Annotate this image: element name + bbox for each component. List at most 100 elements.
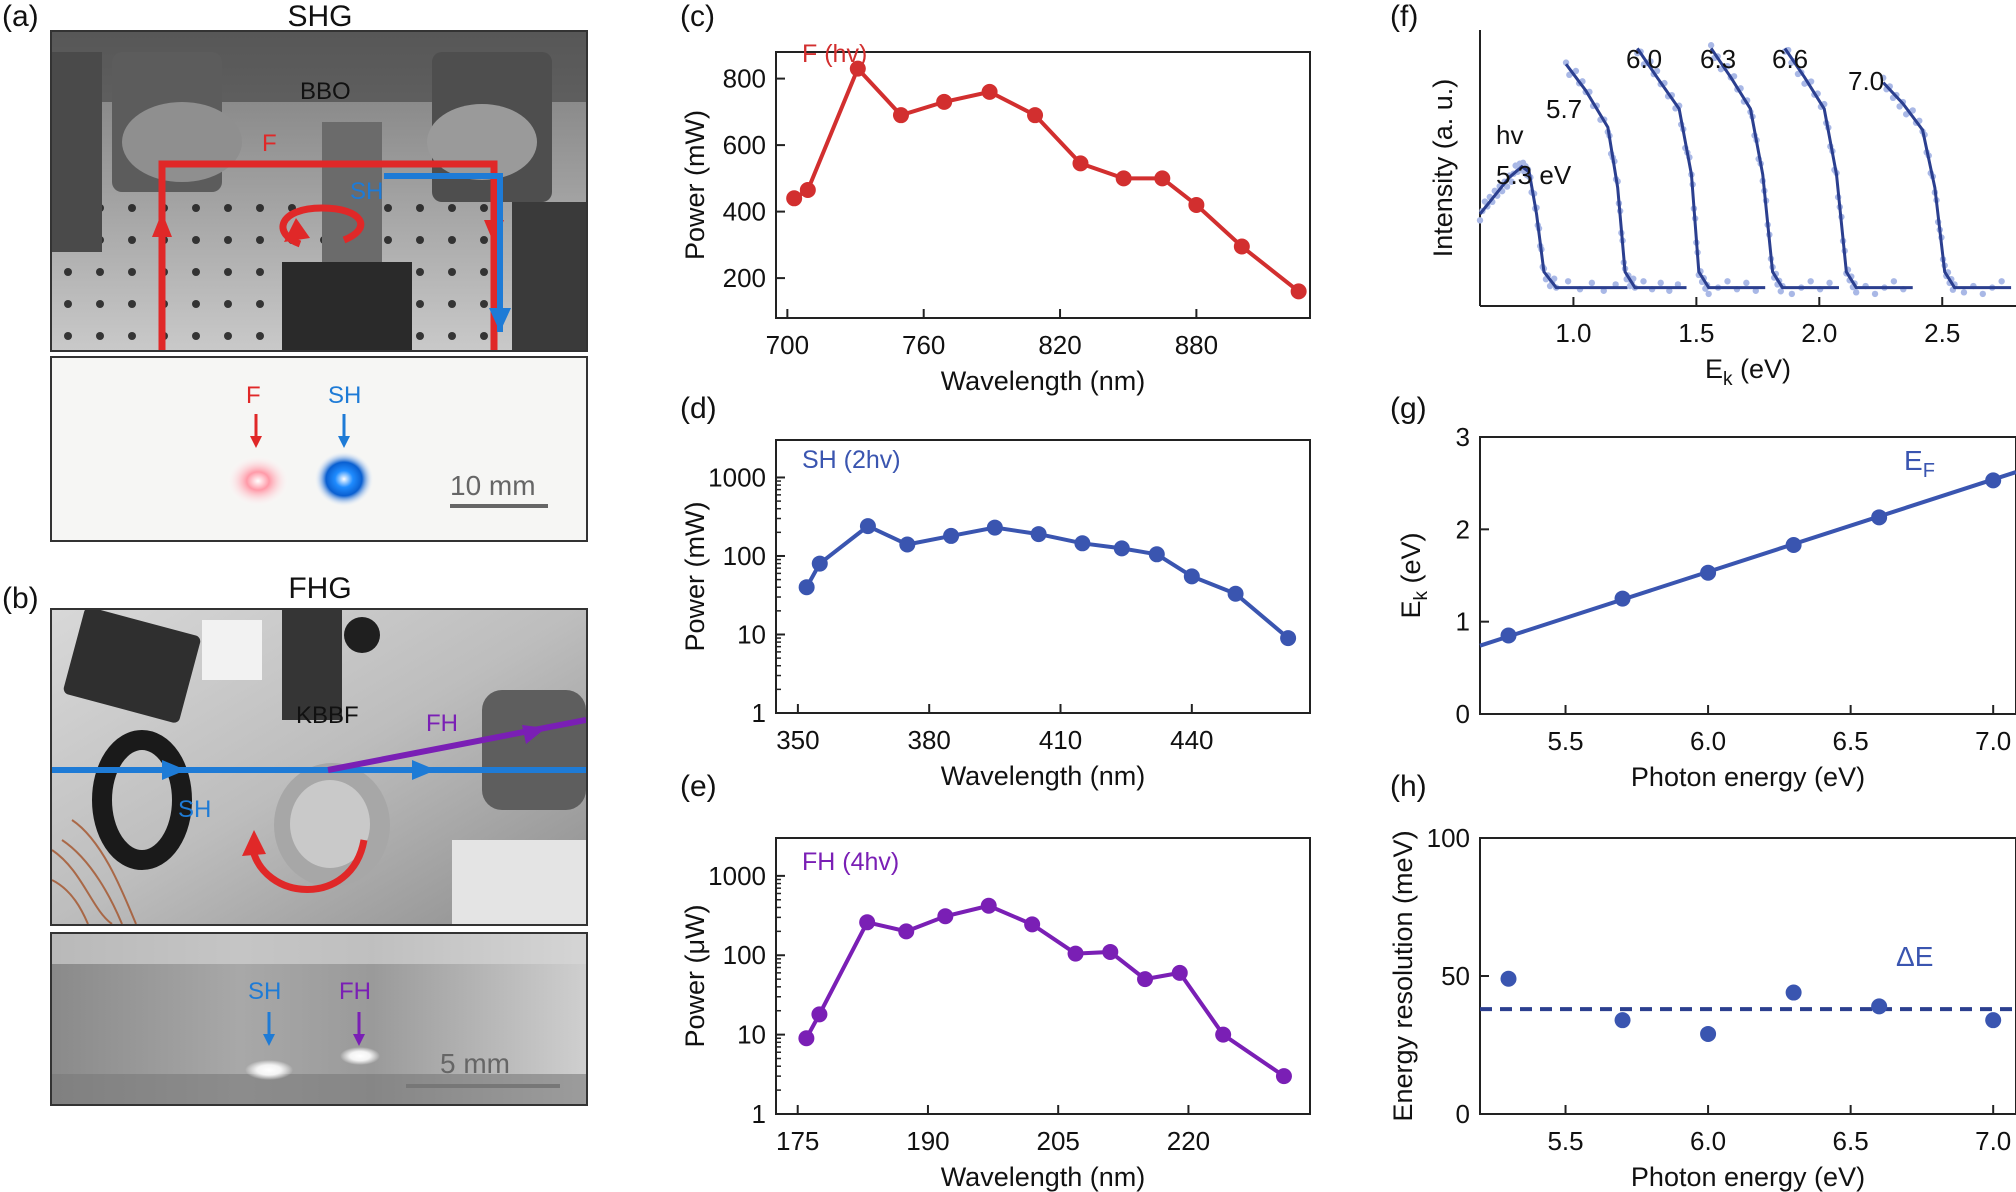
chart-e-xlabel: Wavelength (nm) xyxy=(941,1162,1146,1192)
chart-d-legend: SH (2hv) xyxy=(802,446,901,474)
chart-h-point xyxy=(1785,984,1802,1001)
shg-spots-drawing xyxy=(226,414,548,508)
f-spot-label: F xyxy=(246,382,261,409)
chart-h-point xyxy=(1985,1012,2002,1029)
chart-h-point xyxy=(1614,1012,1631,1029)
chart-d-point xyxy=(1148,546,1165,563)
panel-label-c: (c) xyxy=(680,0,715,33)
fhg-beam-paths xyxy=(52,717,586,893)
chart-c-xtick-label: 760 xyxy=(902,330,945,360)
chart-e-point xyxy=(1215,1026,1232,1043)
chart-e-point xyxy=(1102,943,1119,960)
chart-c-ytick-label: 600 xyxy=(723,130,766,160)
chart-d-point xyxy=(1030,526,1047,543)
chart-g-point xyxy=(1700,564,1717,581)
shg-beam-paths xyxy=(152,160,511,350)
chart-c-xlabel: Wavelength (nm) xyxy=(941,366,1146,396)
chart-d-point xyxy=(943,527,960,544)
chart-d-xtick-label: 410 xyxy=(1039,725,1082,755)
chart-e-point xyxy=(1171,964,1188,981)
chart-c-point xyxy=(981,83,998,100)
chart-g-xtick-label: 6.5 xyxy=(1833,726,1869,756)
shg-beam-f-label: F xyxy=(262,130,277,157)
chart-e-point xyxy=(980,897,997,914)
chart-f-data-dot xyxy=(1508,178,1515,185)
chart-e-ytick-label: 1000 xyxy=(708,861,766,891)
chart-g-point xyxy=(1614,590,1631,607)
chart-f-xtick-label: 1.0 xyxy=(1555,318,1591,348)
chart-g-point xyxy=(1985,472,2002,489)
chart-e-point xyxy=(937,908,954,925)
chart-d-xlabel: Wavelength (nm) xyxy=(941,761,1146,791)
chart-e-ylabel: Power (μW) xyxy=(680,904,710,1047)
chart-c-point xyxy=(1072,155,1089,172)
chart-f-xtick-label: 2.0 xyxy=(1801,318,1837,348)
chart-d-point xyxy=(986,519,1003,536)
chart-g-fit-line xyxy=(1479,470,2016,648)
chart-c-legend: F (hv) xyxy=(802,40,867,68)
panel-label-g: (g) xyxy=(1390,392,1427,425)
chart-c-point xyxy=(799,181,816,198)
panel-label-h: (h) xyxy=(1390,770,1427,803)
fhg-beam-fh-label: FH xyxy=(426,710,458,737)
sh-spot-label: SH xyxy=(328,382,362,409)
chart-f-data-dot xyxy=(1871,290,1879,298)
chart-f-data-dot xyxy=(1743,279,1750,287)
chart-f-data-dot xyxy=(1909,107,1916,114)
chart-e-point xyxy=(811,1006,828,1023)
chart-e-point xyxy=(798,1030,815,1047)
chart-g-point xyxy=(1871,509,1888,526)
chart-c-point xyxy=(892,107,909,124)
chart-f-annotation: 5.3 eV xyxy=(1496,160,1572,190)
panel-label-f: (f) xyxy=(1390,0,1419,33)
chart-f-data-dot xyxy=(1657,279,1664,287)
chart-d-point xyxy=(1280,630,1297,647)
chart-h-xtick-label: 6.0 xyxy=(1690,1126,1726,1156)
fh-spot xyxy=(340,1047,380,1065)
chart-e-point xyxy=(1275,1068,1292,1085)
chart-c-xtick-label: 820 xyxy=(1038,330,1081,360)
chart-d-point xyxy=(1074,535,1091,552)
chart-f-annotation: 6.6 xyxy=(1772,44,1808,74)
chart-g-ytick-label: 2 xyxy=(1456,514,1470,544)
chart-d-point xyxy=(1183,568,1200,585)
chart-d-series-line xyxy=(804,523,1290,640)
chart-f-data-dot xyxy=(1572,67,1580,75)
chart-h-xtick-label: 7.0 xyxy=(1975,1126,2011,1156)
chart-f-data-dot xyxy=(1588,279,1596,287)
chart-d-xtick-label: 350 xyxy=(776,725,819,755)
chart-c-xtick-label: 880 xyxy=(1175,330,1218,360)
panel-label-a: (a) xyxy=(2,0,39,33)
chart-g-point xyxy=(1500,627,1517,644)
chart-f-ylabel: Intensity (a. u.) xyxy=(1428,79,1458,258)
chart-c-point xyxy=(1290,283,1307,300)
chart-c-series-line xyxy=(793,64,1300,293)
chart-f-data-dot xyxy=(1807,278,1814,285)
chart-e-legend: FH (4hv) xyxy=(802,848,899,876)
chart-f-data-dot xyxy=(1476,217,1484,224)
chart-h-point xyxy=(1500,970,1517,987)
chart-f-data-dot xyxy=(1600,287,1607,294)
chart-g-ylabel: Ek (eV) xyxy=(1396,532,1432,618)
chart-c-ylabel: Power (mW) xyxy=(680,110,710,260)
chart-f-annotation: 5.7 xyxy=(1546,94,1582,124)
chart-h-ytick-label: 0 xyxy=(1456,1099,1470,1129)
chart-c-point xyxy=(1027,107,1044,124)
chart-f-data-dot xyxy=(1960,289,1968,296)
chart-f-data-dot xyxy=(1979,290,1987,298)
fhg-spots-drawing xyxy=(52,934,586,1104)
fhg-beam-sh-label: SH xyxy=(178,796,212,823)
chart-h-xtick-label: 5.5 xyxy=(1547,1126,1583,1156)
chart-e-point xyxy=(1024,916,1041,933)
kbbf-crystal-label: KBBF xyxy=(296,702,359,729)
chart-f-annotation: 7.0 xyxy=(1848,66,1884,96)
chart-f-data-dot xyxy=(1724,278,1731,285)
chart-e-point xyxy=(898,923,915,940)
shg-spots-photo: F SH 10 mm xyxy=(50,356,588,542)
chart-f-data-dot xyxy=(1752,287,1759,294)
chart-h-point xyxy=(1871,998,1888,1015)
chart-f-annotation: 6.0 xyxy=(1626,44,1662,74)
sh-spot-fhg-label: SH xyxy=(248,978,282,1005)
chart-f-data-dot xyxy=(1612,281,1619,288)
